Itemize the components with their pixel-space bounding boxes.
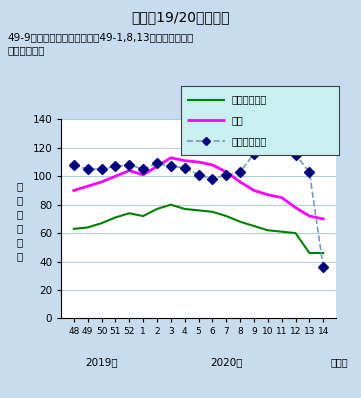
Text: （週）: （週） [331,357,348,367]
Text: 2020年: 2020年 [210,357,243,367]
Text: 49-9週に報告がありました。49-1,8,13週に超過死亡が
ありました。: 49-9週に報告がありました。49-1,8,13週に超過死亡が ありました。 [7,32,193,55]
Text: 閾値: 閾値 [231,115,243,125]
Text: 実際の死亡数: 実際の死亡数 [231,136,266,146]
Text: 東京　19/20シーズン: 東京 19/20シーズン [131,10,230,24]
Text: 死
亡
数
（
人
）: 死 亡 数 （ 人 ） [17,181,23,261]
Text: 2019年: 2019年 [85,357,118,367]
Text: ベースライン: ベースライン [231,94,266,105]
